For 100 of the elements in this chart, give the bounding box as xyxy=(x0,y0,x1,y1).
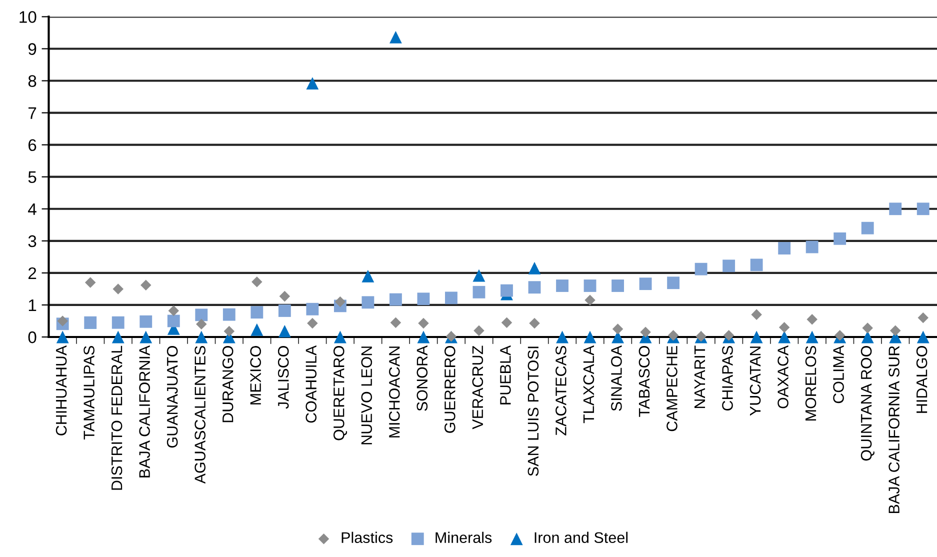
x-tick-label: DISTRITO FEDERAL xyxy=(111,346,122,490)
y-tick-label: 1 xyxy=(28,300,36,311)
x-tick-label: OAXACA xyxy=(778,345,788,408)
x-tick-label: NAYARIT xyxy=(694,346,705,408)
x-tick-label: JALISCO xyxy=(278,346,289,409)
y-tick-label: 8 xyxy=(28,75,36,87)
point xyxy=(778,330,791,344)
x-tick-label: PUEBLA xyxy=(500,345,511,404)
point xyxy=(362,270,374,282)
point xyxy=(334,330,346,344)
point xyxy=(56,330,69,344)
x-tick-label: GUERRERO xyxy=(444,346,456,433)
x-tick-label: GUANAJUATO xyxy=(166,346,178,448)
point xyxy=(584,330,596,344)
x-tick-label: VERACRUZ xyxy=(472,346,484,430)
y-tick-label: 5 xyxy=(28,171,36,184)
point xyxy=(528,281,541,294)
point xyxy=(196,318,207,330)
point xyxy=(140,330,152,344)
x-tick-label: MEXICO xyxy=(250,346,262,404)
point xyxy=(750,258,763,272)
point xyxy=(417,330,430,344)
point xyxy=(612,280,624,292)
point xyxy=(500,284,513,297)
y-tick-label: 9 xyxy=(28,43,36,55)
x-tick-label: NUEVO LEON xyxy=(361,346,372,444)
x-tick-label: COAHUILA xyxy=(306,345,317,423)
point xyxy=(723,330,734,341)
point xyxy=(224,326,235,337)
point xyxy=(112,330,124,344)
x-tick-label: AGUASCALIENTES xyxy=(194,346,206,484)
point xyxy=(862,322,873,334)
point xyxy=(778,242,791,254)
point xyxy=(694,262,708,276)
point xyxy=(250,323,264,336)
point xyxy=(389,293,402,306)
point xyxy=(890,325,901,336)
point xyxy=(529,318,540,329)
x-tick-label: SONORA xyxy=(416,345,428,411)
point xyxy=(278,325,291,338)
x-tick-label: TABASCO xyxy=(638,346,650,417)
point xyxy=(806,330,818,344)
point xyxy=(306,77,319,90)
point xyxy=(806,314,818,325)
point xyxy=(722,260,736,272)
point xyxy=(307,318,318,329)
point xyxy=(306,302,319,316)
point xyxy=(806,240,818,254)
point xyxy=(140,280,152,290)
y-tick-label: 2 xyxy=(28,267,36,279)
x-tick-label: COLIMA xyxy=(833,345,844,404)
y-tick-label: 6 xyxy=(28,139,36,152)
x-tick-label: ZACATECAS xyxy=(556,346,566,436)
point xyxy=(472,269,486,282)
point xyxy=(195,308,208,322)
point xyxy=(195,330,208,344)
point xyxy=(362,296,374,309)
x-tick-label: CHIAPAS xyxy=(722,346,733,410)
point xyxy=(390,317,402,328)
x-tick-label: CHIHUAHUA xyxy=(56,345,67,436)
point xyxy=(417,292,430,306)
point xyxy=(778,322,790,333)
point xyxy=(556,280,568,292)
point xyxy=(584,294,596,306)
point xyxy=(334,296,346,308)
x-tick-label: HIDALGO xyxy=(916,346,928,413)
point xyxy=(140,315,152,328)
point xyxy=(445,292,458,304)
legend-label: Minerals xyxy=(436,532,492,544)
point xyxy=(167,314,180,328)
point xyxy=(668,330,679,341)
point xyxy=(278,304,291,317)
x-tick-label: TAMAULIPAS xyxy=(84,346,94,440)
y-tick-label: 10 xyxy=(20,11,36,23)
point xyxy=(472,286,486,298)
point xyxy=(639,278,652,290)
point xyxy=(112,284,124,294)
x-tick-label: DURANGO xyxy=(222,346,234,422)
x-tick-label: SAN LUIS POTOSI xyxy=(528,346,539,476)
point xyxy=(640,326,651,338)
point xyxy=(918,312,928,324)
x-tick-label: SINALOA xyxy=(611,345,622,411)
point xyxy=(222,308,236,321)
point xyxy=(916,202,930,216)
x-tick-label: MORELOS xyxy=(805,346,816,420)
point xyxy=(418,318,429,329)
point xyxy=(168,305,180,316)
point xyxy=(57,316,68,326)
point xyxy=(84,277,96,288)
y-tick-label: 3 xyxy=(28,235,36,248)
point xyxy=(112,316,124,329)
point xyxy=(389,30,402,44)
point xyxy=(556,330,568,344)
y-tick-label: 0 xyxy=(28,331,36,344)
x-tick-label: QUERETARO xyxy=(333,346,348,440)
point xyxy=(750,330,763,344)
y-tick-label: 7 xyxy=(28,107,36,119)
point xyxy=(584,280,596,292)
point xyxy=(889,202,902,216)
x-tick-label: YUCATAN xyxy=(750,346,761,416)
